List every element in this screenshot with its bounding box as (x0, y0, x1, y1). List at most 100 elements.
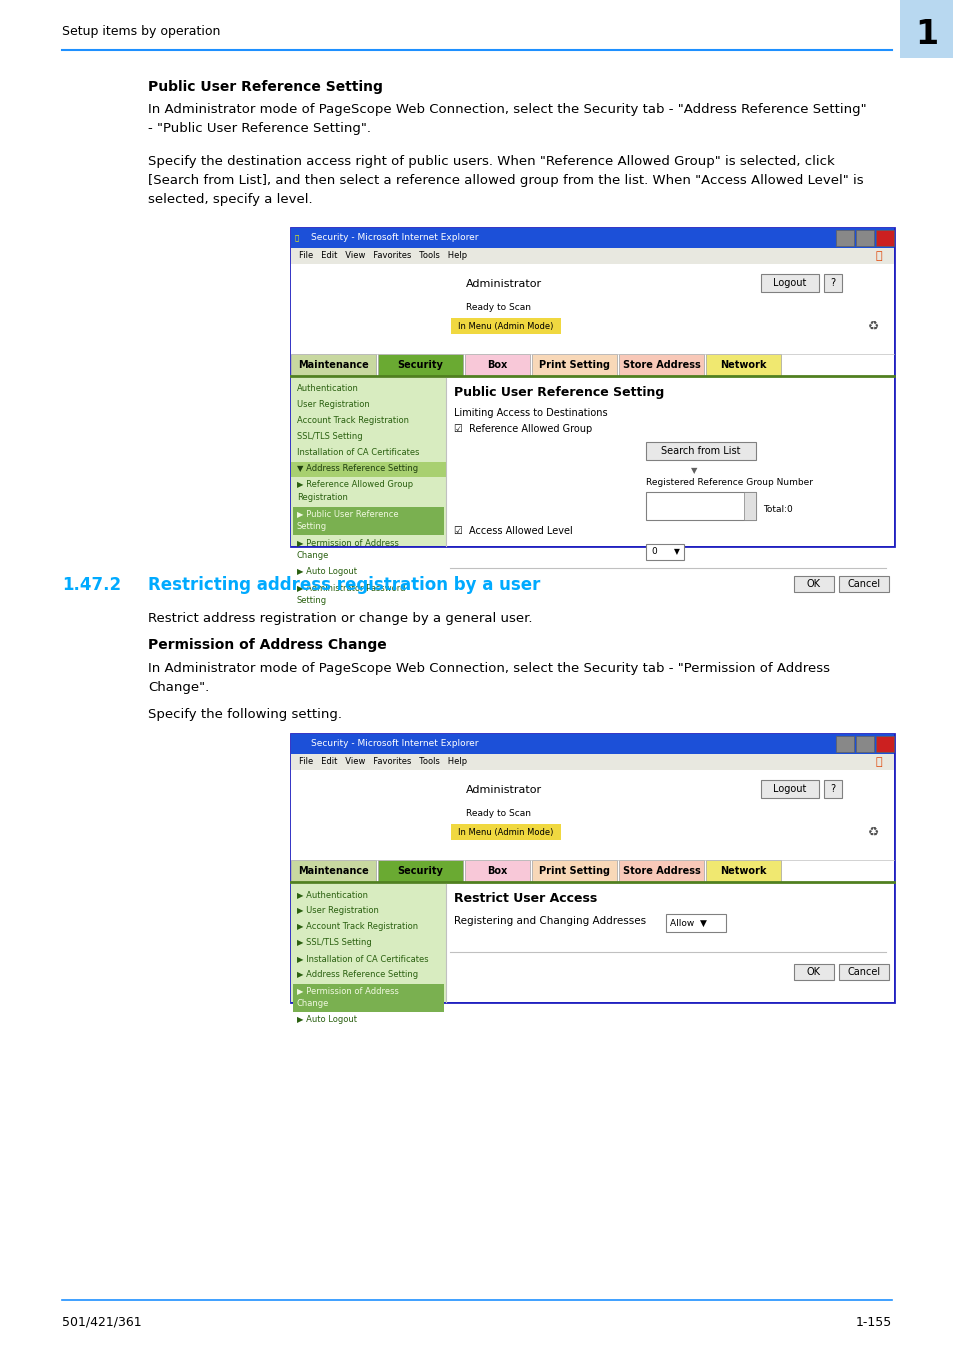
Text: ▶ Auto Logout: ▶ Auto Logout (296, 1015, 356, 1024)
FancyBboxPatch shape (838, 965, 888, 979)
Text: ▼: ▼ (673, 547, 679, 557)
Text: ☑  Access Allowed Level: ☑ Access Allowed Level (454, 526, 572, 536)
Text: Cancel: Cancel (846, 967, 880, 977)
Text: Restricting address registration by a user: Restricting address registration by a us… (148, 576, 539, 594)
Bar (743, 492, 755, 520)
Text: Change: Change (296, 998, 329, 1008)
Bar (446, 884, 893, 1002)
Text: 🔒: 🔒 (294, 235, 299, 242)
Bar (291, 228, 893, 546)
FancyBboxPatch shape (793, 576, 833, 592)
Bar (291, 770, 893, 1002)
Bar (293, 507, 443, 535)
Bar (291, 754, 893, 770)
Text: ▶ User Registration: ▶ User Registration (296, 907, 378, 915)
FancyBboxPatch shape (823, 274, 841, 292)
Text: Maintenance: Maintenance (297, 866, 369, 875)
Text: ▶ Public User Reference: ▶ Public User Reference (296, 509, 398, 517)
Text: ▼ Address Reference Setting: ▼ Address Reference Setting (296, 463, 417, 473)
Text: Logout: Logout (773, 784, 806, 794)
Text: Print Setting: Print Setting (538, 359, 609, 370)
Text: Print Setting: Print Setting (538, 866, 609, 875)
Bar (291, 734, 893, 1002)
Text: ▼: ▼ (690, 466, 697, 476)
Bar (705, 861, 781, 882)
Bar (855, 230, 873, 246)
Text: Search from List: Search from List (660, 446, 740, 457)
Text: File   Edit   View   Favorites   Tools   Help: File Edit View Favorites Tools Help (298, 758, 467, 766)
Text: ♻: ♻ (867, 319, 879, 332)
Bar (291, 249, 893, 263)
Bar (446, 378, 893, 546)
Text: Setting: Setting (296, 521, 327, 531)
Text: ▶ SSL/TLS Setting: ▶ SSL/TLS Setting (296, 938, 372, 947)
Text: ▶ Administrator Password: ▶ Administrator Password (296, 584, 405, 592)
Bar (291, 734, 893, 754)
Text: ▶ Auto Logout: ▶ Auto Logout (296, 567, 356, 576)
Text: Setup items by operation: Setup items by operation (62, 26, 220, 38)
Text: Ready to Scan: Ready to Scan (465, 809, 531, 819)
Bar (291, 378, 446, 546)
FancyBboxPatch shape (760, 780, 818, 798)
Text: 1-155: 1-155 (855, 1316, 891, 1328)
Bar (665, 915, 725, 932)
Bar (875, 230, 893, 246)
Text: Setting: Setting (296, 596, 327, 605)
Text: Restrict User Access: Restrict User Access (454, 892, 597, 905)
Text: Security: Security (397, 866, 443, 875)
Text: Registering and Changing Addresses: Registering and Changing Addresses (454, 916, 645, 925)
Text: Allow  ▼: Allow ▼ (669, 919, 706, 928)
Text: 0: 0 (650, 547, 656, 557)
Text: Permission of Address Change: Permission of Address Change (148, 638, 386, 653)
Text: 🪟: 🪟 (875, 251, 882, 261)
Bar (451, 824, 560, 840)
Bar (618, 354, 703, 376)
Text: ▶ Account Track Registration: ▶ Account Track Registration (296, 921, 417, 931)
Bar (645, 544, 683, 561)
Bar (835, 736, 853, 753)
Text: Ready to Scan: Ready to Scan (465, 304, 531, 312)
Text: SSL/TLS Setting: SSL/TLS Setting (296, 432, 362, 440)
Text: Limiting Access to Destinations: Limiting Access to Destinations (454, 408, 607, 417)
Text: Box: Box (487, 359, 507, 370)
Bar (835, 230, 853, 246)
Text: Registered Reference Group Number: Registered Reference Group Number (645, 478, 812, 486)
Text: 1: 1 (915, 19, 938, 51)
Bar (532, 354, 617, 376)
Text: ▶ Reference Allowed Group: ▶ Reference Allowed Group (296, 480, 413, 489)
Bar (899, 0, 953, 58)
Text: ♻: ♻ (867, 825, 879, 839)
Text: User Registration: User Registration (296, 400, 370, 409)
Text: ?: ? (829, 278, 835, 288)
Text: Store Address: Store Address (622, 866, 700, 875)
Text: 🪟: 🪟 (875, 757, 882, 767)
Text: Public User Reference Setting: Public User Reference Setting (148, 80, 382, 95)
Bar (377, 861, 462, 882)
Bar (451, 317, 560, 334)
Text: Installation of CA Certificates: Installation of CA Certificates (296, 449, 419, 457)
Text: Authentication: Authentication (296, 384, 358, 393)
Text: In Menu (Admin Mode): In Menu (Admin Mode) (457, 322, 553, 331)
Text: ▶ Installation of CA Certificates: ▶ Installation of CA Certificates (296, 954, 428, 963)
Text: In Administrator mode of PageScope Web Connection, select the Security tab - "Ad: In Administrator mode of PageScope Web C… (148, 103, 865, 135)
Text: Maintenance: Maintenance (297, 359, 369, 370)
Text: ☑  Reference Allowed Group: ☑ Reference Allowed Group (454, 424, 592, 434)
FancyBboxPatch shape (760, 274, 818, 292)
Text: ▶ Permission of Address: ▶ Permission of Address (296, 986, 398, 994)
Text: Administrator: Administrator (465, 785, 541, 794)
FancyBboxPatch shape (838, 576, 888, 592)
Bar (293, 984, 443, 1012)
Bar (875, 736, 893, 753)
Text: Registration: Registration (296, 493, 348, 503)
Text: Specify the destination access right of public users. When "Reference Allowed Gr: Specify the destination access right of … (148, 155, 862, 205)
Text: In Menu (Admin Mode): In Menu (Admin Mode) (457, 828, 553, 836)
Text: Logout: Logout (773, 278, 806, 288)
Text: Security - Microsoft Internet Explorer: Security - Microsoft Internet Explorer (311, 739, 478, 748)
Bar (532, 861, 617, 882)
Bar (377, 354, 462, 376)
Text: Restrict address registration or change by a general user.: Restrict address registration or change … (148, 612, 532, 626)
Text: In Administrator mode of PageScope Web Connection, select the Security tab - "Pe: In Administrator mode of PageScope Web C… (148, 662, 829, 694)
Text: OK: OK (806, 580, 821, 589)
Bar (464, 354, 530, 376)
Bar (618, 861, 703, 882)
